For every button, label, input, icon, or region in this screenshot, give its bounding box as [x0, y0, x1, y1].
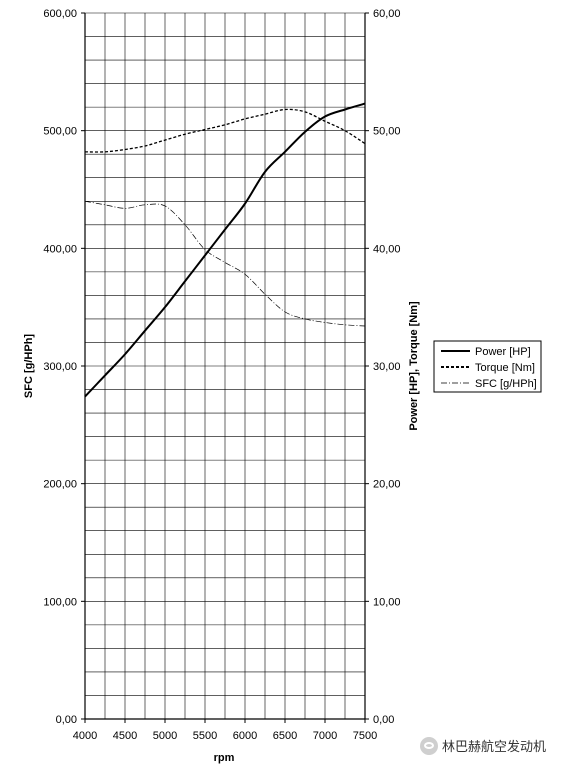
y-left-axis-title: SFC [g/HPh]: [23, 334, 35, 398]
series-line-sfc: [84, 200, 366, 327]
series-layer: [84, 102, 366, 398]
y-right-tick-labels: 0,00 10,00 20,00 30,00 40,00 50,00 60,00: [365, 8, 401, 726]
y-right-tick-label: 20,00: [373, 479, 401, 491]
y-left-tick-label: 300,00: [43, 361, 77, 373]
legend-label-power: Power [HP]: [475, 346, 531, 358]
y-right-axis-title: Power [HP], Torque [Nm]: [408, 301, 420, 431]
y-left-tick-label: 600,00: [43, 8, 77, 20]
y-left-tick-label: 100,00: [43, 596, 77, 608]
x-tick-label: 4000: [73, 730, 97, 742]
x-tick-label: 6000: [233, 730, 257, 742]
y-right-tick-label: 30,00: [373, 361, 401, 373]
legend-label-sfc: SFC [g/HPh]: [475, 378, 537, 390]
y-left-tick-label: 0,00: [56, 714, 77, 726]
x-tick-label: 6500: [273, 730, 297, 742]
watermark: 林巴赫航空发动机: [420, 736, 546, 755]
x-tick-labels: 4000 4500 5000 5500 6000 6500 7000 7500: [73, 719, 377, 742]
legend: Power [HP] Torque [Nm] SFC [g/HPh]: [433, 340, 542, 393]
series-line-torque: [84, 108, 366, 153]
watermark-text: 林巴赫航空发动机: [442, 739, 547, 754]
x-tick-label: 5000: [153, 730, 177, 742]
y-right-tick-label: 10,00: [373, 596, 401, 608]
y-left-tick-label: 500,00: [43, 126, 77, 138]
y-left-tick-labels: 0,00 100,00 200,00 300,00 400,00 500,00 600,00: [43, 8, 85, 726]
y-right-tick-label: 60,00: [373, 8, 401, 20]
wechat-icon: [420, 736, 438, 755]
x-tick-label: 7000: [313, 730, 337, 742]
x-tick-label: 7500: [353, 730, 377, 742]
y-left-tick-label: 400,00: [43, 243, 77, 255]
y-right-tick-label: 50,00: [373, 126, 401, 138]
legend-label-torque: Torque [Nm]: [475, 362, 535, 374]
x-axis-title: rpm: [214, 752, 235, 764]
y-left-tick-label: 200,00: [43, 479, 77, 491]
x-tick-label: 5500: [193, 730, 217, 742]
x-tick-label: 4500: [113, 730, 137, 742]
series-line-power: [84, 102, 366, 398]
y-right-tick-label: 0,00: [373, 714, 394, 726]
y-right-tick-label: 40,00: [373, 243, 401, 255]
